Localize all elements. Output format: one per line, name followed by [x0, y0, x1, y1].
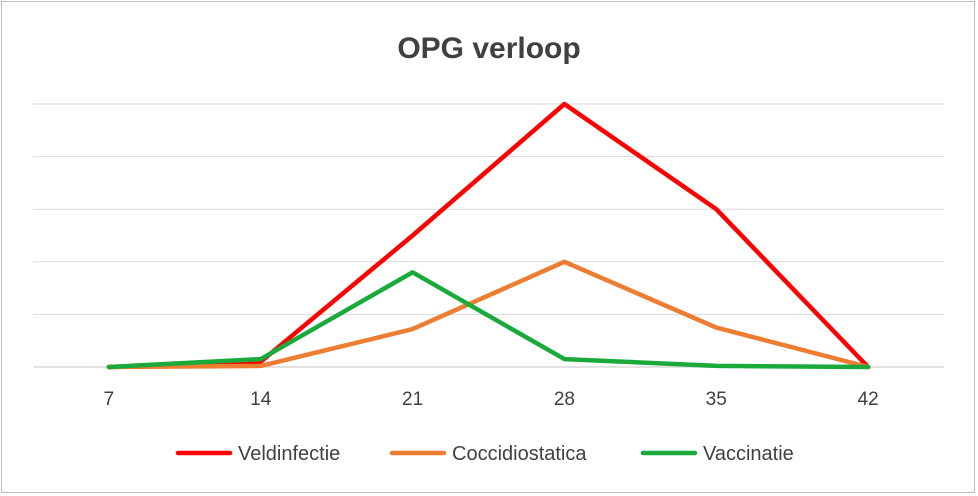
x-tick-label: 14	[250, 389, 272, 410]
x-tick-label: 21	[402, 389, 423, 410]
x-tick-label: 7	[104, 389, 115, 410]
series-line-vaccinatie	[106, 270, 871, 370]
x-tick-label: 35	[706, 389, 727, 410]
series-line-veldinfectie	[106, 101, 871, 370]
series-line-coccidiostatica	[106, 259, 871, 370]
legend-label: Vaccinatie	[703, 443, 794, 465]
legend-label: Veldinfectie	[238, 443, 340, 465]
x-tick-label: 28	[554, 389, 575, 410]
x-tick-label: 42	[858, 389, 879, 410]
x-axis-ticks: 7 14 21 28 35 42	[104, 389, 879, 410]
series-lines	[106, 101, 871, 370]
legend: Veldinfectie Coccidiostatica Vaccinatie	[175, 443, 794, 465]
chart-title: OPG verloop	[397, 32, 580, 65]
legend-label: Coccidiostatica	[452, 443, 587, 465]
gridlines	[33, 103, 944, 368]
